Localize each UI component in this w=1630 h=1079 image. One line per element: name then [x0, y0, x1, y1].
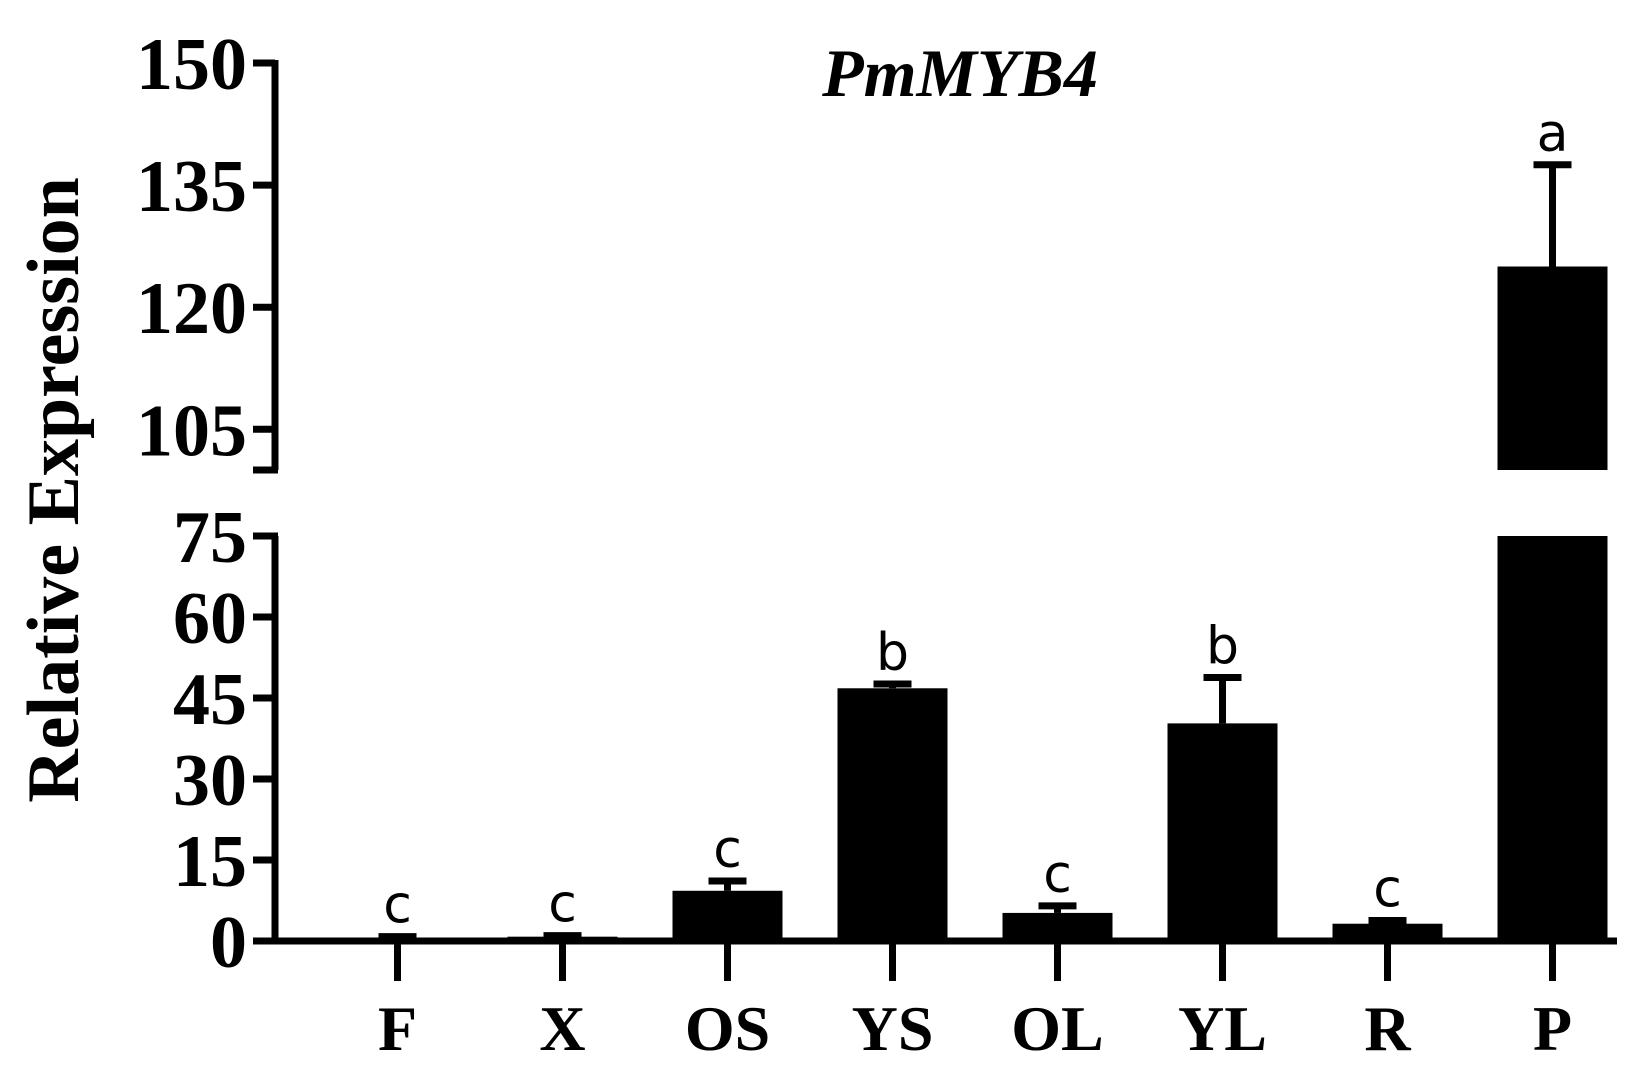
bar	[672, 890, 783, 941]
x-tick-label: OL	[1011, 993, 1103, 1064]
bar	[1332, 923, 1443, 941]
y-tick-label: 120	[136, 268, 247, 350]
x-tick-label: YS	[852, 993, 934, 1064]
y-tick-label: 15	[173, 821, 247, 903]
bar	[1167, 723, 1278, 941]
y-tick-label: 45	[173, 659, 247, 741]
significance-label: c	[1043, 845, 1072, 905]
significance-label: a	[1537, 104, 1569, 164]
bar	[1497, 536, 1608, 941]
x-tick-label: OS	[685, 993, 770, 1064]
y-tick-label: 75	[173, 497, 247, 579]
significance-label: c	[548, 875, 577, 935]
significance-label: b	[1206, 616, 1239, 676]
x-tick-label: R	[1364, 993, 1411, 1064]
x-tick-label: YL	[1178, 993, 1267, 1064]
significance-label: c	[1373, 859, 1402, 919]
x-tick-label: P	[1533, 993, 1572, 1064]
y-tick-label: 150	[136, 24, 247, 106]
x-tick-label: F	[378, 993, 417, 1064]
significance-label: b	[876, 623, 909, 683]
chart-title: PmMYB4	[821, 35, 1098, 111]
y-tick-label: 60	[173, 578, 247, 660]
significance-label: c	[383, 876, 412, 936]
significance-label: c	[713, 820, 742, 880]
bar	[837, 688, 948, 941]
bar-upper-segment	[1497, 266, 1608, 470]
bar	[1002, 912, 1113, 941]
x-tick-label: X	[539, 993, 585, 1064]
y-tick-label: 105	[136, 390, 247, 472]
bars	[342, 161, 1608, 941]
y-axis-title: Relative Expression	[13, 177, 95, 803]
y-tick-label: 135	[136, 146, 247, 228]
y-tick-label: 30	[173, 740, 247, 822]
y-tick-label: 0	[210, 902, 247, 984]
labels: 01530456075105120135150cFcXcOSbYScOLbYLc…	[136, 24, 1572, 1064]
